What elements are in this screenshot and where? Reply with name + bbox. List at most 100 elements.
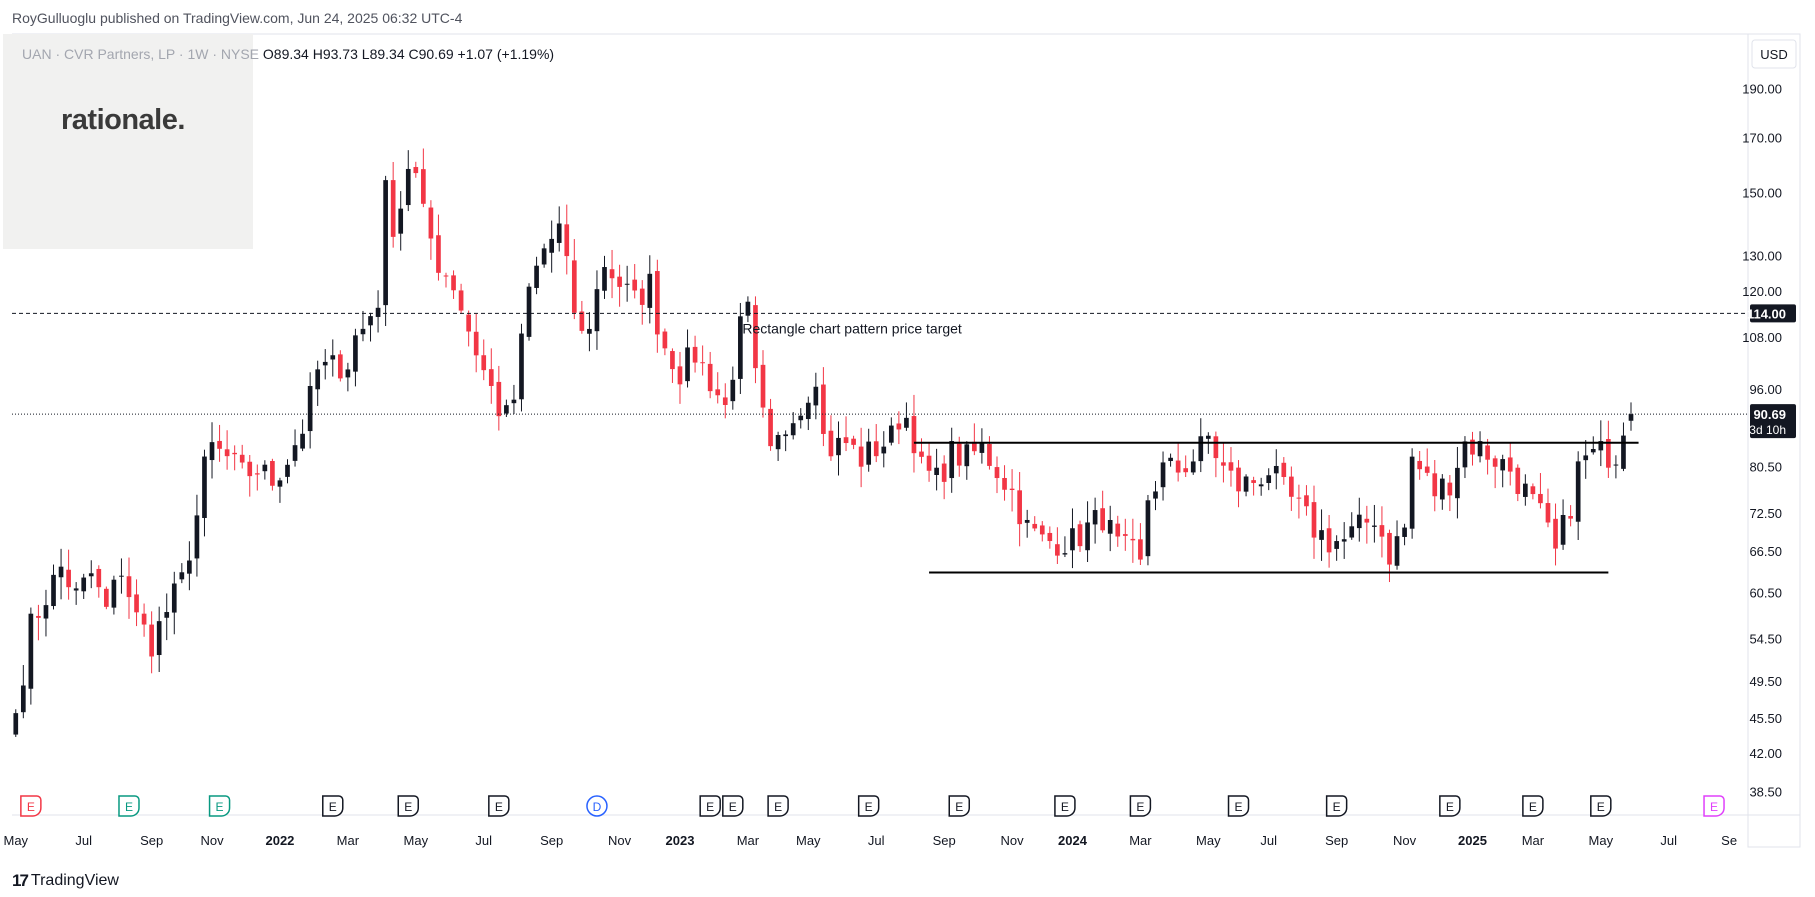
candle-body [1432,473,1438,497]
currency-box[interactable] [1751,39,1797,69]
earnings-event-marker[interactable]: E [488,795,510,817]
price-tick-label: 96.00 [1749,382,1782,397]
change-value: +1.07 (+1.19%) [457,46,555,62]
candle-body [1221,462,1226,466]
candle-body [1153,491,1158,499]
candle-body [1070,528,1075,551]
earnings-icon[interactable] [1129,795,1152,817]
bar-countdown: 3d 10h [1749,423,1786,437]
candle-body [956,443,962,466]
candle-body [330,355,336,360]
earnings-event-marker[interactable]: E [767,795,789,817]
candle-body [473,331,479,356]
candle-body [1334,541,1339,549]
event-letter: D [593,800,602,814]
earnings-icon[interactable] [722,795,744,817]
candle-body [1168,457,1173,462]
candle-body [949,441,955,479]
earnings-icon[interactable] [1439,795,1461,817]
earnings-event-marker[interactable]: E [1703,795,1725,817]
candle-body [1447,482,1453,496]
earnings-event-marker[interactable]: E [722,795,744,817]
earnings-event-marker[interactable]: E [857,795,880,817]
target-price-badge [1750,304,1796,323]
pattern-lines: Rectangle chart pattern price target [12,312,1748,574]
candle-body [753,305,758,369]
candle-body [994,467,1000,479]
earnings-event-marker[interactable]: E [397,795,420,817]
earnings-event-marker[interactable]: E [1129,795,1152,817]
earnings-icon[interactable] [857,795,880,817]
candle-body [1598,441,1604,451]
candle-body [1236,467,1241,492]
earnings-event-marker[interactable]: E [1227,795,1250,817]
earnings-icon[interactable] [208,795,231,817]
earnings-event-marker[interactable]: E [208,795,231,817]
time-tick-label: Nov [608,833,632,848]
event-letter: E [1710,800,1718,814]
candle-body [28,613,34,689]
earnings-icon[interactable] [1227,795,1250,817]
event-letter: E [1136,800,1144,814]
candle-body [1545,503,1551,523]
earnings-event-marker[interactable]: E [1590,795,1612,817]
earnings-icon[interactable] [488,795,510,817]
price-tick-label: 130.00 [1742,249,1782,264]
candle-body [1379,525,1385,537]
time-tick-label: 2022 [265,833,294,848]
earnings-event-marker[interactable]: E [1054,795,1076,817]
candle-body [1568,516,1573,519]
earnings-icon[interactable] [1054,795,1076,817]
earnings-icon[interactable] [1703,795,1725,817]
price-tick-label: 60.50 [1749,585,1782,600]
symbol-label[interactable]: UAN · CVR Partners, LP · 1W · NYSE [22,46,260,62]
candle-body [609,269,615,279]
earnings-icon[interactable] [1590,795,1612,817]
candle-body [436,235,441,273]
candlestick-series [13,148,1634,737]
candle-body [639,288,645,305]
candle-body [1296,497,1302,499]
candle-body [375,307,381,317]
earnings-event-marker[interactable]: E [20,795,42,817]
earnings-event-marker[interactable]: E [1439,795,1461,817]
tradingview-brand[interactable]: 17 TradingView [12,871,119,891]
rationale-logo: rationale. [61,104,185,136]
dividend-icon[interactable] [586,795,608,817]
earnings-icon[interactable] [699,795,721,817]
earnings-icon[interactable] [1325,795,1348,817]
earnings-event-marker[interactable]: D [586,795,608,817]
earnings-event-marker[interactable]: E [322,795,344,817]
earnings-icon[interactable] [322,795,344,817]
candle-body [685,347,690,382]
earnings-icon[interactable] [20,795,42,817]
time-tick-label: Sep [140,833,163,848]
earnings-icon[interactable] [1522,795,1544,817]
candle-body [1175,460,1181,473]
candle-body [1258,484,1264,487]
event-letter: E [865,800,873,814]
candle-body [911,416,917,454]
candle-body [504,405,509,414]
candle-body [511,399,517,404]
candle-body [662,331,668,349]
candle-body [134,594,139,613]
earnings-event-marker[interactable]: E [118,795,140,817]
price-tick-label: 54.50 [1749,631,1782,646]
earnings-event-marker[interactable]: E [1325,795,1348,817]
earnings-event-marker[interactable]: E [699,795,721,817]
earnings-event-marker[interactable]: E [948,795,971,817]
candle-body [821,384,826,434]
earnings-icon[interactable] [118,795,140,817]
candle-body [1032,523,1038,529]
earnings-icon[interactable] [948,795,971,817]
earnings-icon[interactable] [397,795,420,817]
time-tick-label: Sep [1325,833,1348,848]
candle-body [1002,477,1007,490]
event-letter: E [1529,800,1537,814]
price-tick-label: 170.00 [1742,130,1782,145]
earnings-icon[interactable] [767,795,789,817]
earnings-event-marker[interactable]: E [1522,795,1544,817]
